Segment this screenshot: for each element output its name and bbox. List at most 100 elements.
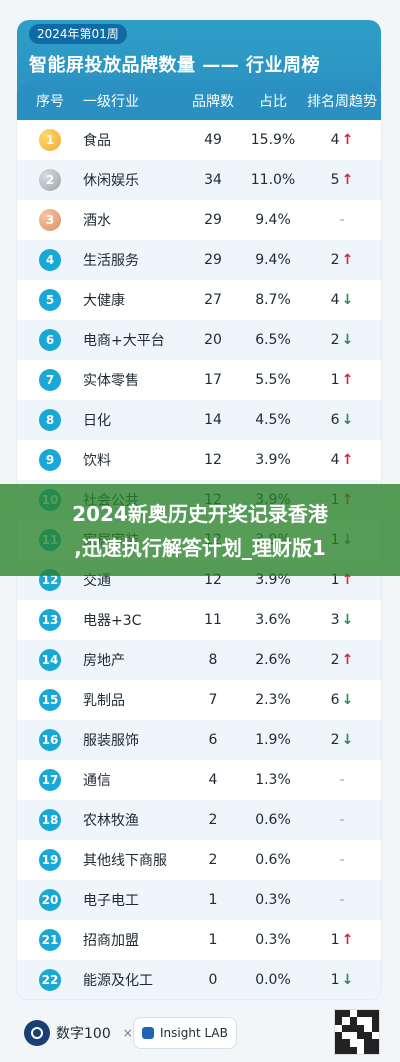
table-row: 17 通信 4 1.3% - — [17, 760, 381, 800]
category-cell: 通信 — [83, 773, 111, 789]
share-cell: 11.0% — [250, 172, 296, 188]
trend-value: - — [339, 212, 345, 228]
header-category: 一级行业 — [83, 94, 139, 110]
trend-value: - — [339, 772, 345, 788]
count-cell: 4 — [208, 772, 218, 788]
table-row: 2 休闲娱乐 34 11.0% 5 ↑ — [17, 160, 381, 200]
table-row: 15 乳制品 7 2.3% 6 ↓ — [17, 680, 381, 720]
arrow-up-icon: ↑ — [341, 932, 354, 948]
table-row: 14 房地产 8 2.6% 2 ↑ — [17, 640, 381, 680]
rank-cell: 6 — [17, 329, 83, 351]
qr-code-icon — [334, 1009, 380, 1055]
trend-value: 4 — [330, 452, 340, 468]
share-cell: 1.9% — [255, 732, 291, 748]
rank-badge: 18 — [39, 809, 61, 831]
trend-value: 2 — [330, 332, 340, 348]
brand-right-name: Insight LAB — [160, 1026, 228, 1040]
arrow-down-icon: ↓ — [341, 332, 354, 348]
share-cell: 0.3% — [255, 892, 291, 908]
share-cell: 8.7% — [255, 292, 291, 308]
brand-left-name: 数字100 — [56, 1026, 111, 1042]
category-cell: 乳制品 — [83, 693, 125, 709]
week-badge: 2024年第01周 — [29, 24, 127, 44]
count-cell: 7 — [208, 692, 218, 708]
trend-cell: 1↑ — [303, 372, 381, 388]
trend-cell: 1↑ — [303, 572, 381, 588]
arrow-up-icon: ↑ — [341, 452, 354, 468]
trend-cell: 2 ↓ — [303, 732, 381, 748]
trend-cell: 4 ↑ — [303, 452, 381, 468]
share-cell: 0.6% — [255, 852, 291, 868]
share-cell: 6.5% — [255, 332, 291, 348]
count-cell: 12 — [204, 572, 222, 588]
share-cell: 4.5% — [255, 412, 291, 428]
rank-badge: 5 — [39, 289, 61, 311]
insight-lab-icon — [142, 1027, 154, 1039]
table-row: 5 大健康 27 8.7% 4 ↓ — [17, 280, 381, 320]
trend-value: 1 — [330, 972, 340, 988]
category-cell: 酒水 — [83, 213, 111, 229]
count-cell: 8 — [208, 652, 218, 668]
trend-value: - — [339, 812, 345, 828]
rank-badge: 6 — [39, 329, 61, 351]
arrow-down-icon: ↓ — [341, 612, 354, 628]
rank-cell: 3 — [17, 209, 83, 231]
share-cell: 15.9% — [250, 132, 296, 148]
arrow-up-icon: ↑ — [341, 652, 354, 668]
table-header: 序号 一级行业 品牌数 占比 排名周趋势 — [17, 82, 381, 120]
category-cell: 电子电工 — [83, 893, 139, 909]
rank-medal-icon: 3 — [39, 209, 61, 231]
header-share: 占比 — [259, 94, 287, 110]
rank-badge: 14 — [39, 649, 61, 671]
arrow-down-icon: ↓ — [341, 972, 354, 988]
category-cell: 招商加盟 — [83, 933, 139, 949]
table-row: 8 日化 14 4.5% 6 ↓ — [17, 400, 381, 440]
rank-badge: 22 — [39, 969, 61, 991]
share-cell: 3.6% — [255, 612, 291, 628]
rank-cell: 8 — [17, 409, 83, 431]
table-row: 22 能源及化工 0 0.0% 1 ↓ — [17, 960, 381, 999]
rank-cell: 13 — [17, 609, 83, 631]
trend-value: 4 — [330, 132, 340, 148]
arrow-down-icon: ↓ — [341, 732, 354, 748]
category-cell: 日化 — [83, 413, 111, 429]
overlay-title-line2: ,迅速执行解答计划_理财版1 — [74, 536, 326, 560]
category-cell: 实体零售 — [83, 373, 139, 389]
trend-cell: 4 ↓ — [303, 292, 381, 308]
table-row: 3 酒水 29 9.4% - — [17, 200, 381, 240]
share-cell: 5.5% — [255, 372, 291, 388]
category-cell: 能源及化工 — [83, 973, 153, 989]
trend-cell: - — [303, 852, 381, 868]
table-row: 16 服装服饰 6 1.9% 2 ↓ — [17, 720, 381, 760]
rank-badge: 16 — [39, 729, 61, 751]
rank-cell: 16 — [17, 729, 83, 751]
trend-value: 4 — [330, 292, 340, 308]
rank-badge: 13 — [39, 609, 61, 631]
count-cell: 29 — [204, 252, 222, 268]
footer: 数字100 × Insight LAB — [0, 1003, 400, 1062]
table-row: 9 饮料 12 3.9% 4 ↑ — [17, 440, 381, 480]
trend-cell: 2 ↓ — [303, 332, 381, 348]
rank-badge: 8 — [39, 409, 61, 431]
arrow-down-icon: ↓ — [341, 292, 354, 308]
trend-cell: 1↓ — [303, 972, 381, 988]
share-cell: 3.9% — [255, 572, 291, 588]
brand-logo-icon — [24, 1020, 50, 1046]
table-row: 13 电器+3C 11 3.6% 3 ↓ — [17, 600, 381, 640]
rank-badge: 15 — [39, 689, 61, 711]
count-cell: 34 — [204, 172, 222, 188]
table-row: 20 电子电工 1 0.3% - — [17, 880, 381, 920]
rank-cell: 9 — [17, 449, 83, 471]
trend-value: 5 — [330, 172, 340, 188]
header-rank: 序号 — [36, 94, 64, 110]
rank-badge: 9 — [39, 449, 61, 471]
arrow-down-icon: ↓ — [341, 692, 354, 708]
rank-cell: 15 — [17, 689, 83, 711]
brand-right: Insight LAB — [133, 1017, 237, 1049]
rank-cell: 5 — [17, 289, 83, 311]
trend-value: 6 — [330, 412, 340, 428]
trend-cell: - — [303, 812, 381, 828]
rank-cell: 1 — [17, 129, 83, 151]
trend-cell: 6 ↓ — [303, 692, 381, 708]
